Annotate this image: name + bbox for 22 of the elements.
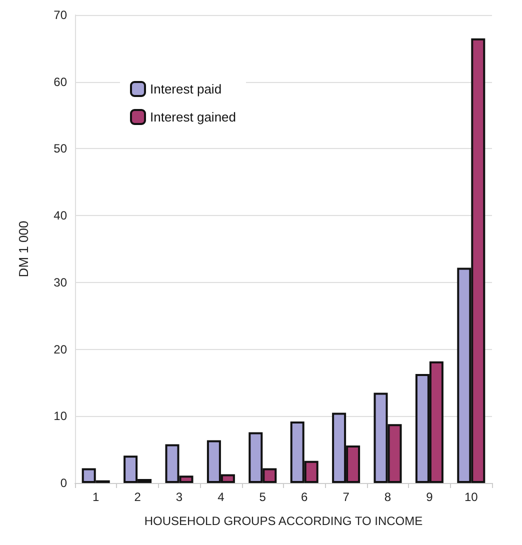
y-tick-label: 20 bbox=[54, 342, 68, 356]
x-tick-label: 1 bbox=[92, 490, 100, 504]
y-tick-label: 10 bbox=[54, 409, 68, 424]
y-tick-label: 40 bbox=[54, 208, 68, 223]
y-tick-label: 0 bbox=[60, 476, 68, 490]
y-tick-label: 60 bbox=[54, 74, 68, 89]
x-tick-label: 5 bbox=[259, 490, 266, 504]
x-tick-label: 8 bbox=[384, 490, 392, 504]
y-axis-title: DM 1 000 bbox=[16, 220, 31, 278]
x-tick-label: 6 bbox=[301, 490, 308, 504]
x-tick-label: 9 bbox=[426, 490, 434, 504]
x-tick-label: 2 bbox=[134, 490, 142, 504]
y-tick-label: 30 bbox=[54, 275, 68, 290]
x-tick-label: 10 bbox=[464, 490, 478, 504]
x-tick-label: 7 bbox=[342, 490, 350, 504]
x-tick-label: 3 bbox=[176, 490, 183, 504]
legend-label: Interest gained bbox=[150, 110, 236, 124]
legend-label: Interest paid bbox=[150, 82, 222, 96]
x-tick-label: 4 bbox=[218, 490, 225, 504]
y-tick-label: 70 bbox=[54, 8, 68, 22]
y-tick-label: 50 bbox=[54, 142, 68, 156]
x-axis-title: HOUSEHOLD GROUPS ACCORDING TO INCOME bbox=[144, 514, 423, 528]
